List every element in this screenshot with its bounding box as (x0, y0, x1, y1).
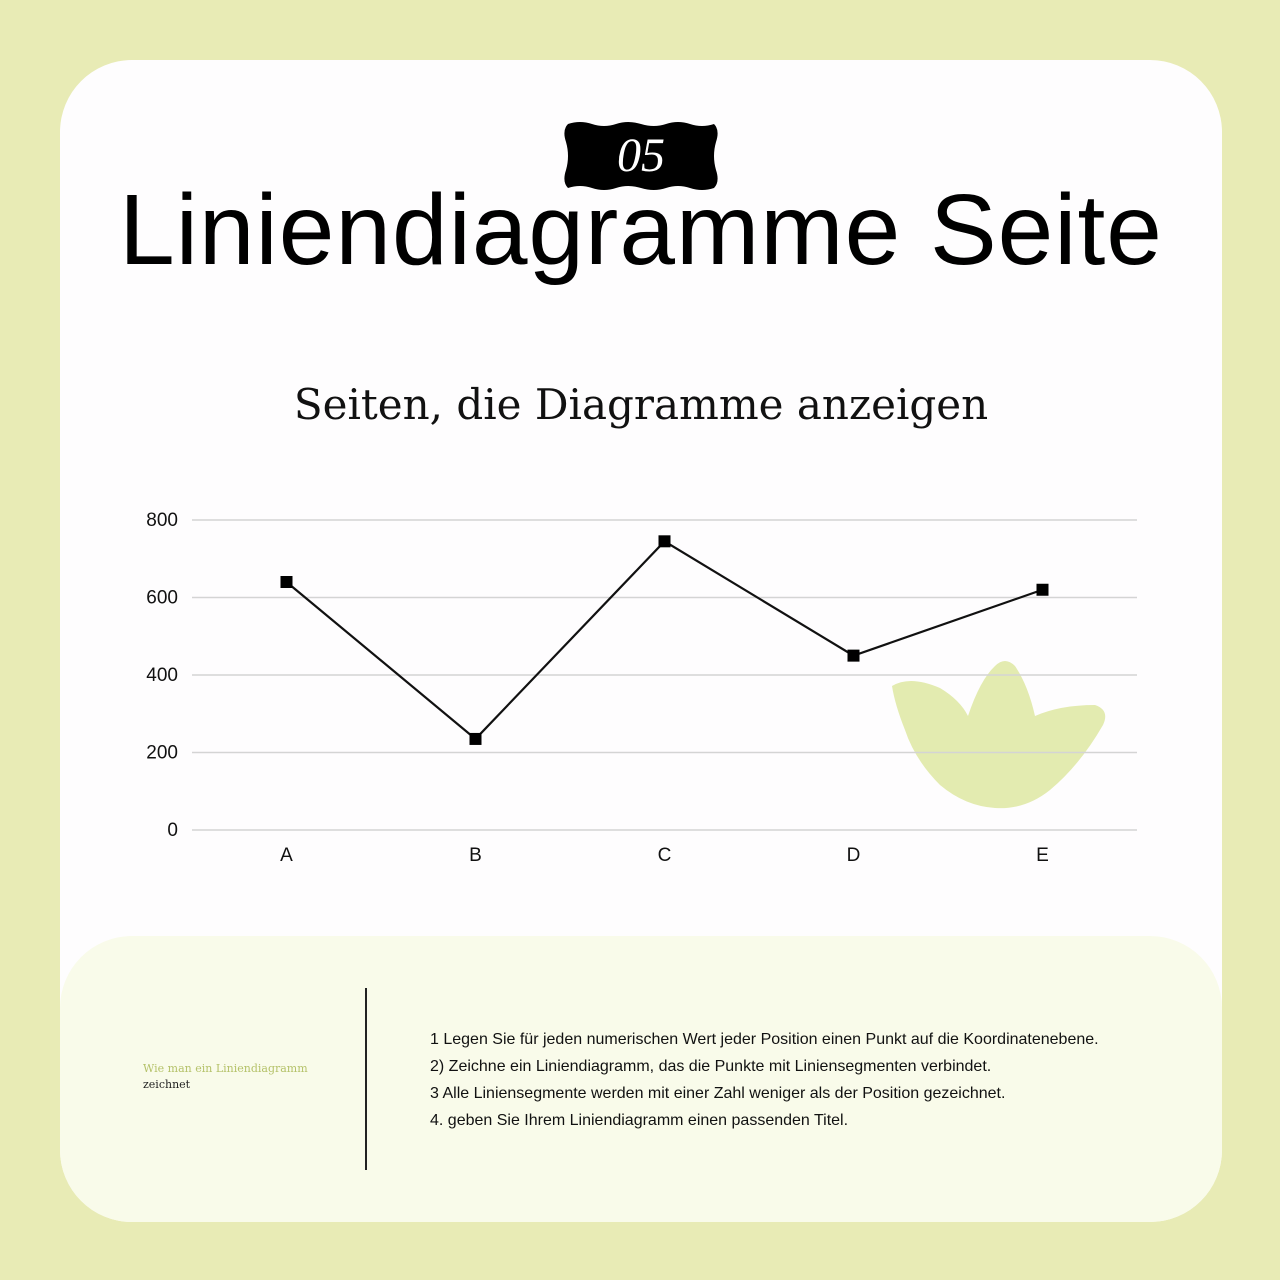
data-point-marker (847, 649, 860, 662)
x-tick-label: E (1036, 845, 1049, 866)
page-title: Liniendiagramme Seite (119, 174, 1163, 286)
y-tick-label: 600 (146, 588, 178, 609)
x-tick-label: B (469, 845, 482, 866)
chart-subtitle: Seiten, die Diagramme anzeigen (293, 380, 989, 429)
instruction-step: 4. geben Sie Ihrem Liniendiagramm einen … (430, 1112, 849, 1129)
instruction-step: 2) Zeichne ein Liniendiagramm, das die P… (430, 1058, 992, 1075)
y-tick-label: 400 (146, 665, 178, 686)
y-tick-label: 0 (167, 820, 178, 841)
footer-label-line1: Wie man ein Liniendiagramm (143, 1062, 308, 1075)
footer-divider (365, 988, 367, 1170)
badge-shape (564, 122, 718, 190)
data-point-marker (469, 732, 482, 745)
y-tick-label: 200 (146, 743, 178, 764)
data-point-marker (658, 535, 671, 548)
content-card: 05 Liniendiagramme Seite Seiten, die Dia… (60, 60, 1222, 1222)
data-point-marker (280, 576, 293, 588)
x-tick-label: A (280, 845, 293, 866)
footer-label: Wie man ein Liniendiagramm zeichnet (143, 1061, 343, 1093)
instruction-step: 3 Alle Liniensegmente werden mit einer Z… (430, 1085, 1006, 1102)
x-tick-label: D (847, 845, 861, 866)
instruction-step: 1 Legen Sie für jeden numerischen Wert j… (430, 1031, 1099, 1048)
leaf-icon (892, 661, 1106, 809)
data-point-marker (1036, 583, 1049, 596)
footer-label-line2: zeichnet (143, 1078, 191, 1091)
section-number-badge: 05 (560, 120, 722, 192)
line-chart: 0 200 400 600 800 A B C D E (146, 510, 1137, 866)
x-tick-label: C (658, 845, 672, 866)
instruction-list: 1 Legen Sie für jeden numerischen Wert j… (430, 1026, 1190, 1134)
footer-panel: Wie man ein Liniendiagramm zeichnet 1 Le… (60, 936, 1222, 1222)
badge-number: 05 (617, 129, 665, 182)
y-tick-label: 800 (146, 510, 178, 531)
